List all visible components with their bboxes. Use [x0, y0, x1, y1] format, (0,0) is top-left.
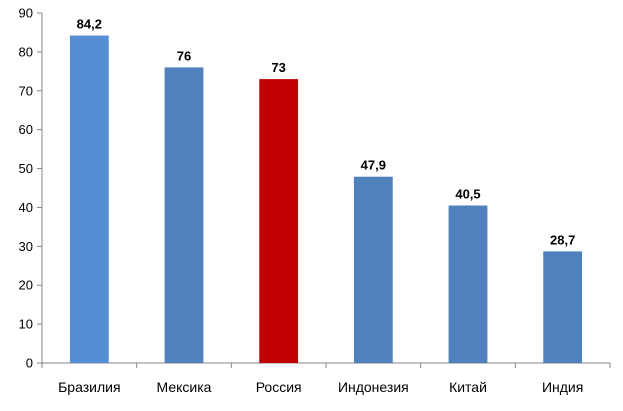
- data-labels: 84,2 76 73 47,9 40,5 28,7: [77, 17, 576, 248]
- data-label: 73: [271, 60, 285, 75]
- y-tick-label: 90: [19, 6, 33, 21]
- x-tick-label: Индия: [542, 379, 583, 395]
- bar: [259, 79, 299, 363]
- y-tick-label: 20: [19, 278, 33, 293]
- x-tick-label: Индонезия: [338, 379, 409, 395]
- y-tick-label: 80: [19, 44, 33, 59]
- y-tick-label: 40: [19, 200, 33, 215]
- x-tick-label: Бразилия: [58, 379, 120, 395]
- data-label: 84,2: [77, 17, 102, 32]
- y-tick-label: 30: [19, 239, 33, 254]
- y-tick-label: 10: [19, 317, 33, 332]
- bar: [353, 176, 393, 363]
- bar: [164, 67, 204, 363]
- x-tick-label: Россия: [256, 379, 302, 395]
- data-label: 28,7: [550, 232, 575, 247]
- y-tick-label: 60: [19, 122, 33, 137]
- y-tick-label: 70: [19, 83, 33, 98]
- bars: [69, 35, 583, 364]
- bar: [543, 251, 583, 363]
- data-label: 47,9: [361, 158, 386, 173]
- y-tick-label: 50: [19, 161, 33, 176]
- bar: [448, 205, 488, 363]
- bar: [69, 35, 109, 364]
- x-tick-label: Мексика: [157, 379, 212, 395]
- x-tick-label: Китай: [449, 379, 487, 395]
- data-label: 40,5: [455, 187, 480, 202]
- x-axis: Бразилия Мексика Россия Индонезия Китай Индия: [41, 362, 611, 395]
- y-tick-label: 0: [26, 356, 33, 371]
- y-axis: 0 10 20 30 40 50 60 70 80 90: [19, 6, 43, 371]
- data-label: 76: [177, 48, 191, 63]
